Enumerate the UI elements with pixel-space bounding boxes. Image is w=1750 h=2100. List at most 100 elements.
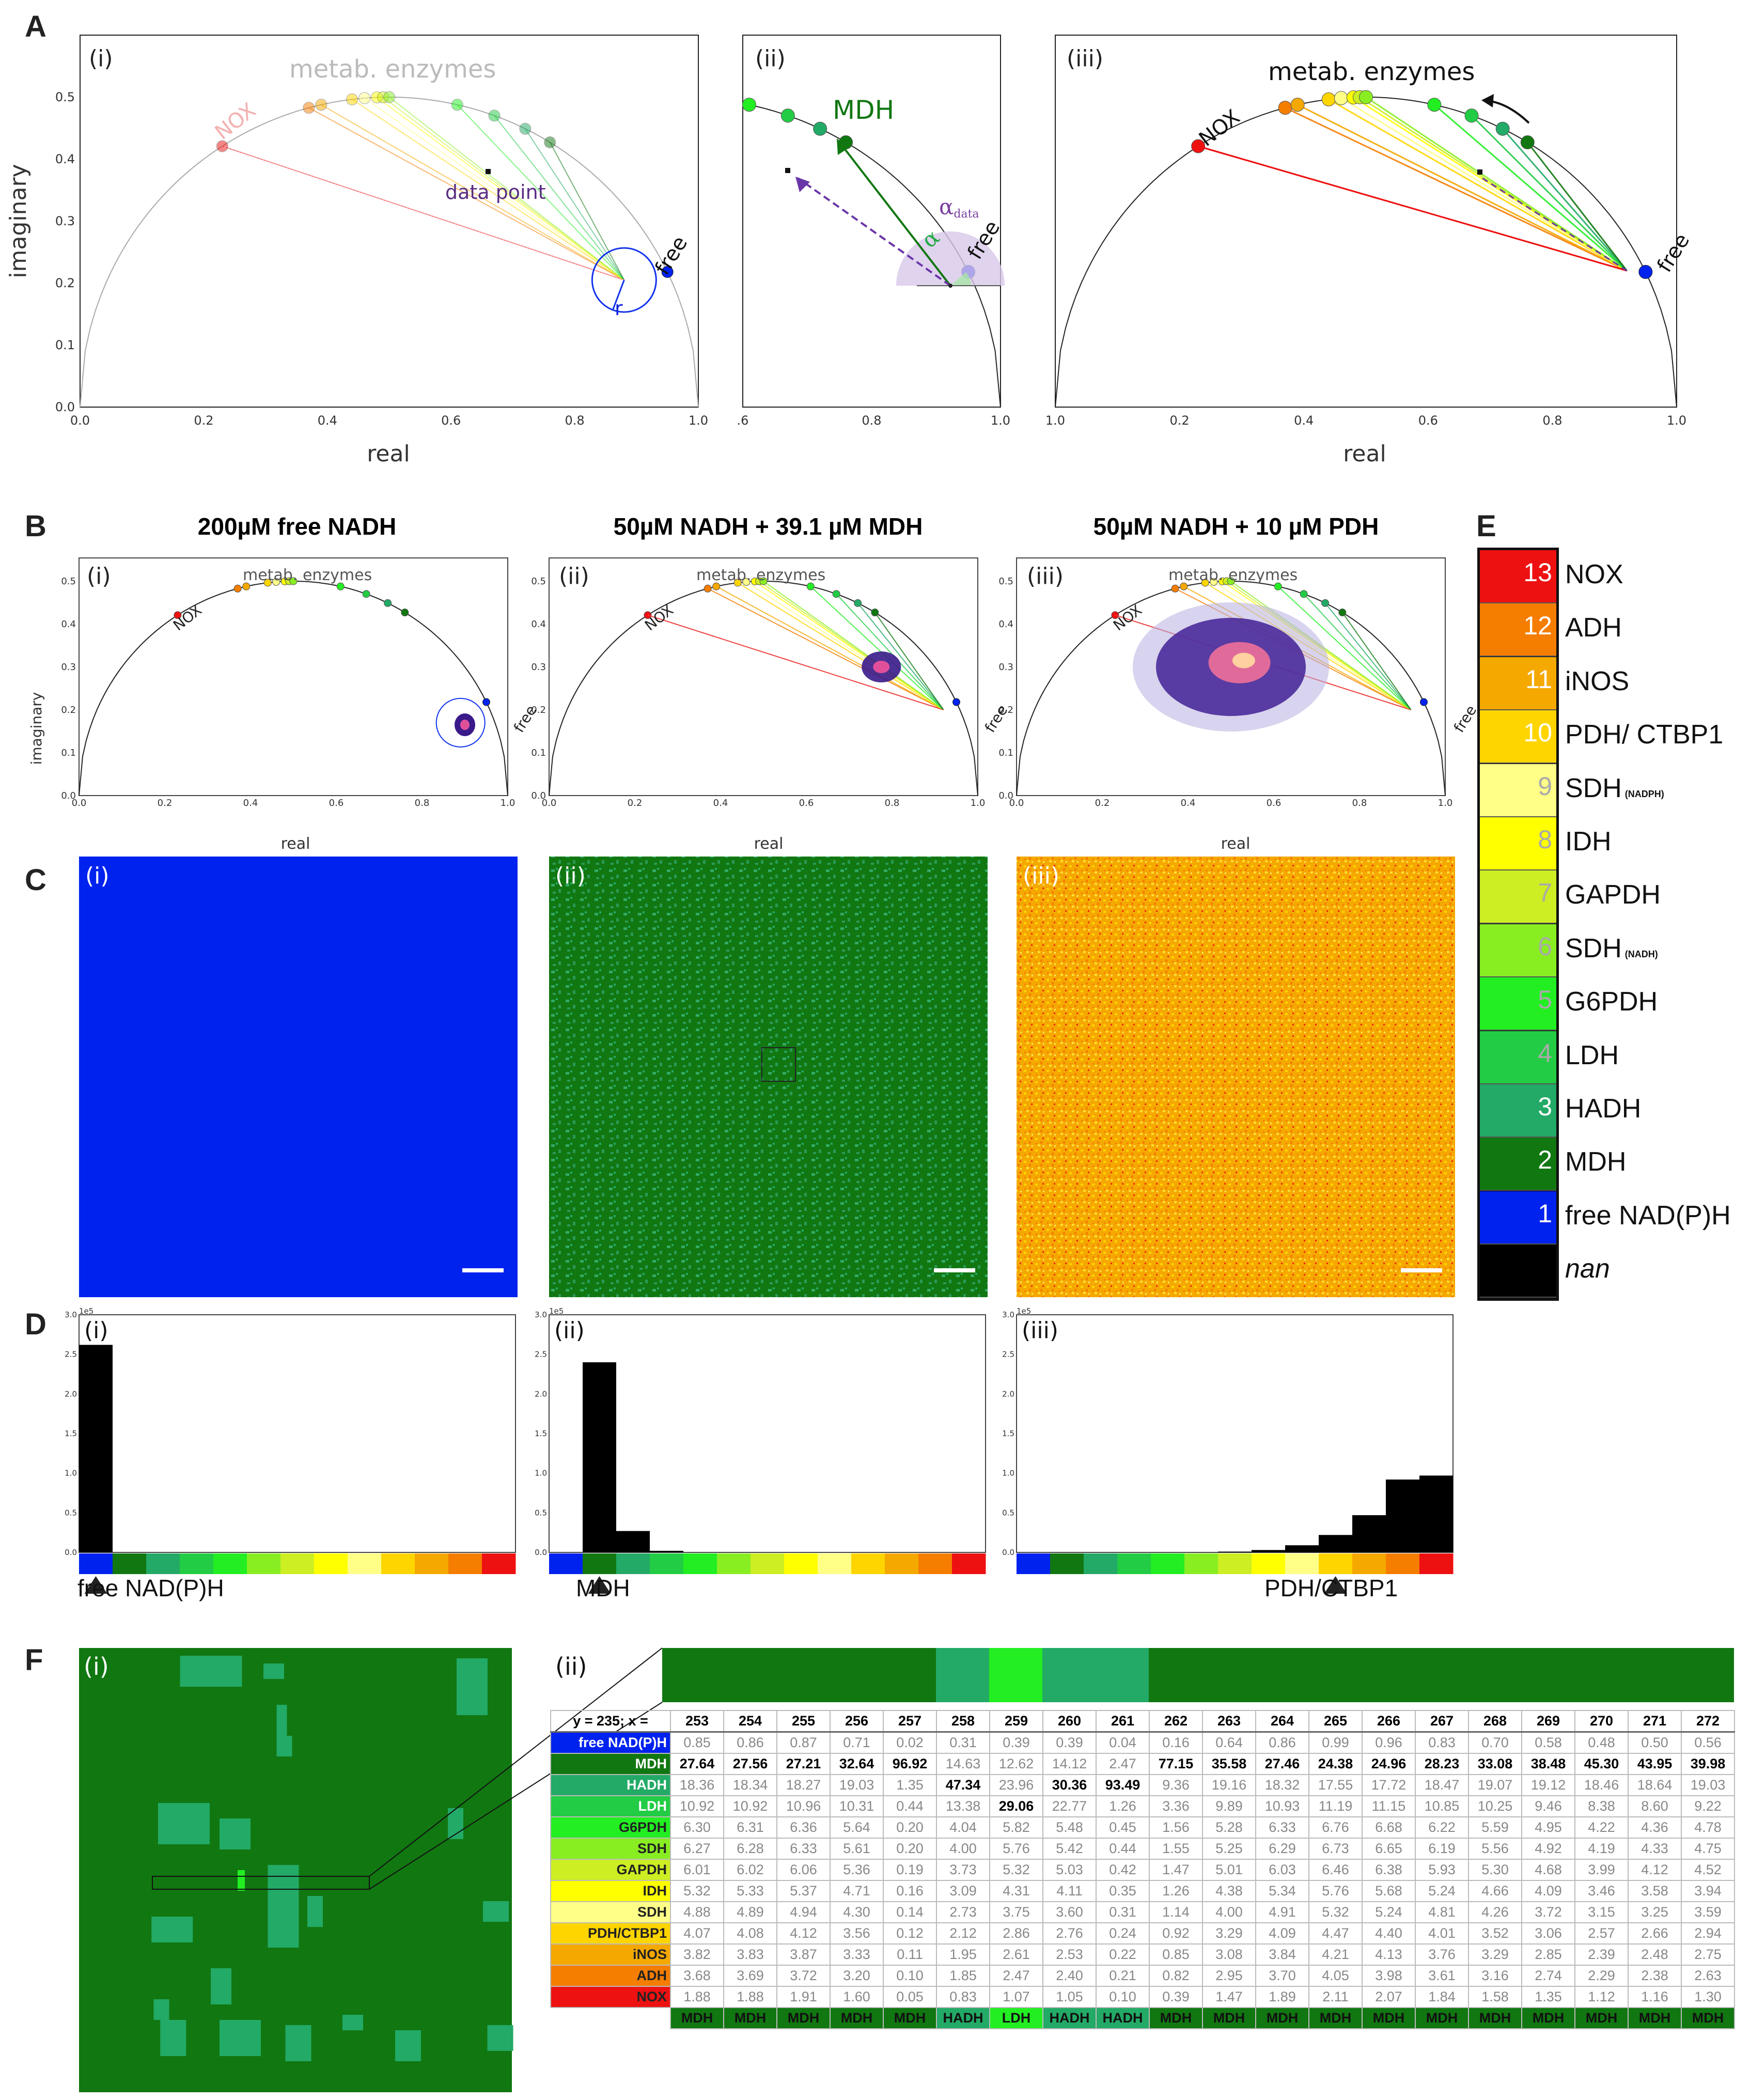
table-cell: 27.56 — [723, 1753, 777, 1775]
d-i-marker-label: free NAD(P)H — [77, 1575, 224, 1601]
panel-letter-b: B — [25, 509, 46, 543]
b-ii-ytick: 0.0 — [531, 790, 546, 801]
d-i-marker — [84, 1576, 107, 1594]
panel-letter-e: E — [1476, 509, 1496, 543]
table-cell: 3.52 — [1468, 1922, 1522, 1945]
a-i-point-g6pdh — [451, 99, 463, 111]
table-cell: 0.86 — [1255, 1731, 1309, 1754]
table-cell: 4.30 — [830, 1901, 884, 1923]
table-cell: 3.87 — [776, 1943, 831, 1966]
table-cell: 5.32 — [670, 1880, 724, 1902]
f-i-cluster — [285, 2025, 311, 2061]
b-i-point-inos — [242, 582, 251, 590]
b-i-point-pdh — [263, 579, 272, 587]
panel-letter-d: D — [25, 1308, 46, 1341]
table-cell: 1.12 — [1574, 1986, 1629, 2008]
table-cell: 1.56 — [1149, 1816, 1203, 1839]
a-iii-line-inos — [1297, 104, 1628, 272]
table-cell: 0.70 — [1468, 1731, 1522, 1754]
a-iii-point-inos — [1290, 98, 1305, 112]
c-iii-image — [1017, 857, 1455, 1297]
table-cell: 13.38 — [936, 1795, 990, 1817]
d-iii-bar-11 — [1386, 1479, 1419, 1552]
table-column-header: 259 — [989, 1710, 1043, 1733]
table-cell: 2.38 — [1628, 1965, 1682, 1987]
table-class-cell: HADH — [936, 2007, 990, 2029]
table-class-cell: MDH — [1415, 2007, 1469, 2029]
a-ii-axes: .6 0.8 1.0 — [737, 413, 1011, 428]
table-cell: 4.09 — [1255, 1922, 1309, 1945]
table-cell: 4.00 — [1202, 1901, 1256, 1923]
b-ii-line-pdh — [737, 582, 944, 710]
table-cell: 5.33 — [723, 1880, 777, 1902]
table-cell: 5.59 — [1468, 1816, 1522, 1839]
table-class-row: MDH MDH MDH MDH MDH HADH LDH HADH HADH MDH MDH MDH M… — [551, 2007, 1735, 2029]
b-i-xtick: 0.2 — [158, 798, 173, 808]
table-column-header: 270 — [1574, 1710, 1629, 1733]
a-iii-xtick: 1.0 — [1667, 413, 1686, 428]
table-cell: 1.30 — [1681, 1986, 1735, 2008]
table-cell: 0.71 — [830, 1731, 884, 1754]
a-i-ytick: 0.1 — [55, 338, 75, 352]
f-ii-strip-pixel — [670, 1648, 723, 1702]
table-cell: 6.36 — [776, 1816, 831, 1839]
table-cell: 4.33 — [1628, 1838, 1682, 1860]
table-cell: 18.34 — [723, 1774, 777, 1796]
b-i-point-ldh — [362, 590, 370, 598]
b-iii-ytick: 0.2 — [998, 705, 1013, 715]
b-iii-point-ldh — [1300, 590, 1308, 598]
d-iii-histogram: 0.0 0.5 1.0 1.5 2.0 2.5 3.0 1e5(iii) — [1002, 1306, 1454, 1594]
legend-swatch-g6pdh: 5 — [1480, 977, 1556, 1031]
a-ii-frame — [742, 35, 1001, 408]
legend-swatch-inos: 11 — [1480, 657, 1556, 710]
table-cell: 0.31 — [1096, 1901, 1150, 1923]
f-ii-strip-pixel — [1521, 1648, 1574, 1702]
table-column-header: 261 — [1096, 1710, 1150, 1733]
d-i-ytick: 0.5 — [65, 1508, 77, 1517]
d-iii-marker-label: PDH/CTBP1 — [1264, 1575, 1398, 1601]
d-iii-colorbar-6 — [1218, 1553, 1252, 1574]
panel-letter-f: F — [25, 1643, 43, 1677]
table-cell: 2.94 — [1681, 1922, 1735, 1945]
f-ii-pixel-strip — [662, 1648, 1734, 1702]
table-cell: 18.27 — [776, 1774, 831, 1796]
d-i-ytick: 3.0 — [65, 1310, 77, 1319]
table-cell: 3.29 — [1202, 1922, 1256, 1945]
c-i-scalebar — [462, 1268, 504, 1272]
d-iii-bar-7 — [1252, 1550, 1285, 1552]
d-ii-ytick: 0.0 — [535, 1548, 547, 1557]
a-i-axes: 0.0 0.2 0.4 0.6 0.8 1.0 0.0 0.1 0.2 0.3 0.4 0.5 — [55, 90, 708, 428]
table-cell: 6.30 — [670, 1816, 724, 1839]
a-iii-metab-label: metab. enzymes — [1268, 57, 1475, 86]
table-cell: 3.56 — [830, 1922, 884, 1945]
table-cell: 4.75 — [1681, 1838, 1735, 1860]
d-ii-scale: 1e5 — [549, 1306, 564, 1316]
table-cell: 5.32 — [1308, 1901, 1363, 1923]
f-i-cluster — [211, 1968, 231, 2004]
table-cell: 5.36 — [830, 1859, 884, 1881]
b-ii-line-sdh-nadh — [763, 581, 944, 710]
table-cell: 0.31 — [936, 1731, 990, 1754]
d-ii-colorbar-11 — [918, 1553, 952, 1574]
table-cell: 93.49 — [1096, 1774, 1150, 1796]
table-cell: 9.89 — [1202, 1795, 1256, 1817]
table-cell: 5.56 — [1468, 1838, 1522, 1860]
table-row: iNOS 3.82 3.83 3.87 3.33 0.11 1.95 2.61 2.53 0.22… — [550, 1943, 1735, 1966]
a-ii-alpha-data-symbol: α — [939, 194, 954, 220]
table-cell: 1.85 — [936, 1965, 990, 1987]
a-i-content — [80, 91, 699, 408]
a-iii-line-nox — [1198, 145, 1628, 272]
a-iii-point-sdh-nadh — [1359, 90, 1373, 104]
table-cell: 9.46 — [1521, 1795, 1575, 1817]
a-iii-line-ldh — [1471, 115, 1628, 272]
table-cell: 2.53 — [1042, 1943, 1097, 1966]
d-i-colorbar-10 — [415, 1553, 449, 1574]
b-ii-point-g6pdh — [806, 582, 815, 590]
table-cell: 1.88 — [670, 1986, 724, 2008]
f-i-cluster — [151, 1917, 193, 1942]
f-ii-strip-pixel — [989, 1648, 1042, 1702]
a-iii-axes: 1.0 0.2 0.4 0.6 0.8 1.0 — [1045, 413, 1686, 428]
b-ii-line-inos — [716, 586, 944, 710]
table-cell: 0.39 — [1042, 1731, 1097, 1754]
table-cell: 4.08 — [723, 1922, 777, 1945]
